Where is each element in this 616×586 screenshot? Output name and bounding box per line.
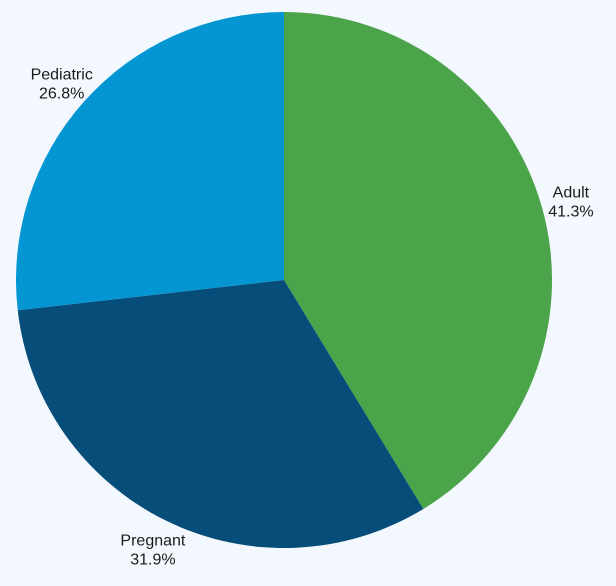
pie-labels: Adult 41.3% Pregnant 31.9% Pediatric 26.8% — [31, 67, 594, 569]
pie-label-pregnant: Pregnant 31.9% — [120, 533, 185, 569]
pie-slices — [15, 12, 553, 549]
pie-slice-adult — [284, 12, 553, 509]
pie-label-percent: 26.8% — [39, 86, 84, 103]
pie-label-name: Pregnant — [120, 533, 185, 550]
pie-label-percent: 31.9% — [130, 552, 175, 569]
pie-label-percent: 41.3% — [548, 204, 593, 221]
pie-label-name: Pediatric — [31, 67, 93, 84]
pie-label-pediatric: Pediatric 26.8% — [31, 67, 93, 103]
pie-label-adult: Adult 41.3% — [548, 185, 593, 221]
pie-slice-pregnant — [17, 280, 424, 549]
pie-slice-pediatric — [15, 12, 285, 311]
pie-label-name: Adult — [553, 185, 590, 202]
